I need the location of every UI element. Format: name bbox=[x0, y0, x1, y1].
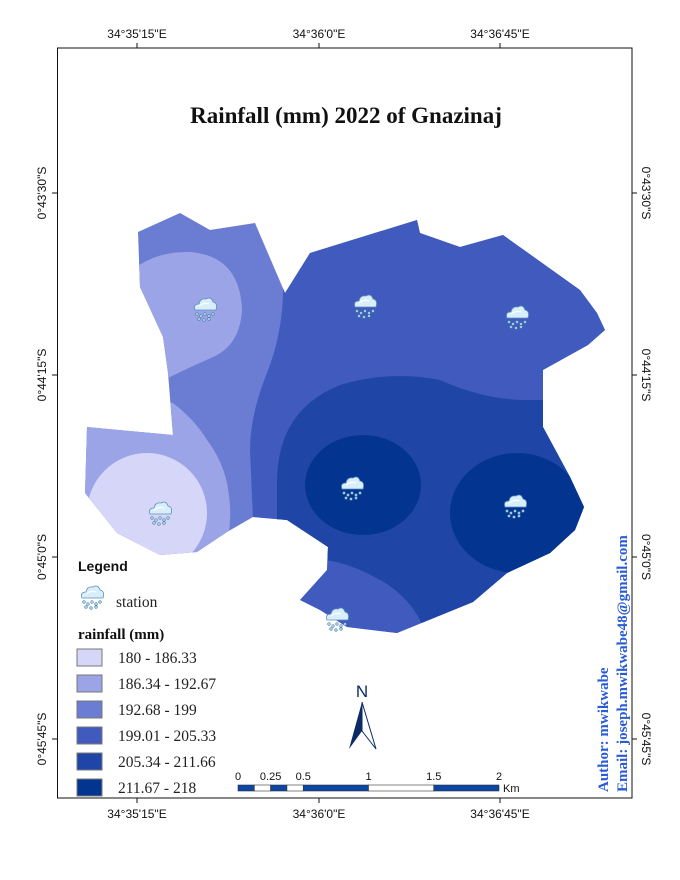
legend-class-label: 211.67 - 218 bbox=[118, 780, 196, 797]
map-frame bbox=[57, 47, 633, 799]
scale-bar-label: 0.25 bbox=[260, 771, 281, 783]
legend-rainfall-title: rainfall (mm) bbox=[78, 627, 164, 643]
scale-bar-unit: Km bbox=[503, 783, 520, 795]
lat-label-left: 0°43'30"S bbox=[35, 167, 49, 220]
map-title: Rainfall (mm) 2022 of Gnazinaj bbox=[190, 103, 502, 128]
rain-cloud-icon bbox=[81, 585, 104, 610]
north-arrow: N bbox=[349, 682, 377, 750]
north-arrow-right-half bbox=[361, 701, 377, 750]
scale-bar-segment bbox=[254, 784, 271, 792]
scale-bar-segment bbox=[286, 784, 304, 792]
lat-label-right: 0°44'15"S bbox=[639, 349, 653, 402]
scale-bar-label: 0 bbox=[235, 771, 241, 783]
scale-bar: 0 0.25 0.5 1 1.5 2Km bbox=[235, 771, 520, 795]
scale-bar-segment bbox=[270, 784, 288, 792]
north-label: N bbox=[356, 682, 368, 701]
scale-bar-label: 1.5 bbox=[426, 771, 441, 783]
lat-label-right: 0°45'0"S bbox=[639, 534, 653, 580]
legend-class-item: 205.34 - 211.66 bbox=[76, 752, 216, 771]
legend-class-label: 205.34 - 211.66 bbox=[118, 754, 216, 771]
legend-class-label: 199.01 - 205.33 bbox=[118, 728, 216, 745]
station-rain-cloud-icon bbox=[354, 294, 377, 319]
lat-label-left: 0°44'15"S bbox=[35, 349, 49, 402]
legend-class-item: 180 - 186.33 bbox=[76, 648, 197, 667]
lon-label-bottom: 34°36'0"E bbox=[293, 807, 346, 821]
lon-label-top: 34°36'45"E bbox=[470, 27, 529, 41]
legend-class-item: 186.34 - 192.67 bbox=[76, 674, 216, 693]
legend-class-item: 211.67 - 218 bbox=[76, 778, 196, 797]
legend-swatch bbox=[76, 648, 103, 667]
legend-swatch bbox=[76, 674, 103, 693]
station-rain-cloud-icon bbox=[194, 297, 217, 322]
legend-class-item: 199.01 - 205.33 bbox=[76, 726, 216, 745]
legend-station-label: station bbox=[116, 594, 158, 611]
north-arrow-left-half bbox=[349, 702, 362, 749]
scale-bar-label: 1 bbox=[365, 771, 371, 783]
station-rain-cloud-icon bbox=[504, 494, 527, 519]
author-text: Author: mwikwabe bbox=[596, 667, 612, 792]
graticule-ticks bbox=[52, 43, 637, 803]
legend: Legend station rainfall (mm) 180 - 186.3… bbox=[76, 558, 216, 797]
legend-swatch bbox=[76, 778, 103, 797]
credits: Author: mwikwabe Email: joseph.mwikwabe4… bbox=[596, 535, 631, 792]
scale-bar-segment bbox=[237, 784, 255, 792]
lat-label-left: 0°45'0"S bbox=[35, 534, 49, 580]
lat-label-left: 0°45'45"S bbox=[35, 713, 49, 766]
legend-swatch bbox=[76, 752, 103, 771]
scale-bar-segment bbox=[302, 784, 369, 792]
lon-label-top: 34°35'15"E bbox=[107, 27, 166, 41]
rainfall-surface bbox=[85, 213, 605, 633]
legend-class-label: 186.34 - 192.67 bbox=[118, 676, 216, 693]
lon-label-bottom: 34°35'15"E bbox=[107, 807, 166, 821]
station-rain-cloud-icon bbox=[149, 501, 172, 526]
lat-label-right: 0°45'45"S bbox=[639, 713, 653, 766]
email-text: Email: joseph.mwikwabe48@gmail.com bbox=[615, 535, 631, 792]
lon-label-top: 34°36'0"E bbox=[293, 27, 346, 41]
station-rain-cloud-icon bbox=[506, 305, 529, 330]
legend-swatch bbox=[76, 726, 103, 745]
zone-211-218-east bbox=[450, 453, 584, 573]
lon-label-bottom: 34°36'45"E bbox=[470, 807, 529, 821]
scale-bar-segment bbox=[433, 784, 500, 792]
legend-swatch bbox=[76, 700, 103, 719]
legend-title: Legend bbox=[78, 558, 128, 574]
station-rain-cloud-icon bbox=[341, 476, 364, 501]
station-rain-cloud-icon bbox=[326, 607, 349, 632]
lat-label-right: 0°43'30"S bbox=[639, 167, 653, 220]
scale-bar-label: 2 bbox=[496, 771, 502, 783]
legend-class-label: 180 - 186.33 bbox=[118, 650, 197, 667]
legend-class-label: 192.68 - 199 bbox=[118, 702, 197, 719]
zone-180-186 bbox=[87, 453, 207, 573]
station-layer bbox=[149, 294, 529, 632]
legend-class-item: 192.68 - 199 bbox=[76, 700, 197, 719]
rain-cloud-icon bbox=[81, 585, 104, 610]
scale-bar-label: 0.5 bbox=[296, 771, 311, 783]
scale-bar-segment bbox=[368, 784, 435, 792]
